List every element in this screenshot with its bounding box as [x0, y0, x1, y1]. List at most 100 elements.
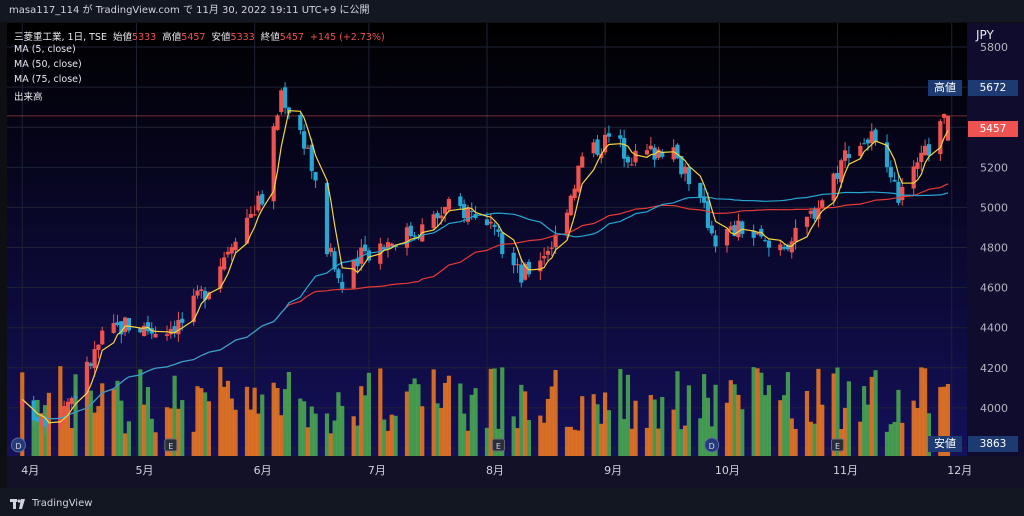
volume-bar [515, 428, 520, 456]
candle-body [732, 225, 737, 237]
candle-body [656, 149, 661, 158]
tradingview-logo[interactable]: TradingView [10, 498, 92, 509]
volume-bar [724, 402, 730, 456]
volume-bar [385, 430, 391, 456]
volume-bar [922, 368, 928, 456]
volume-bar [362, 395, 368, 456]
legend-ma75[interactable]: MA (75, close) [14, 74, 82, 85]
volume-bar [522, 391, 528, 456]
candle-body [332, 251, 337, 270]
y-tick-label: 4800 [980, 242, 1008, 255]
candlestick-chart[interactable]: 3800400042004400460048005000520054005600… [0, 0, 1024, 488]
candle-body [233, 241, 238, 251]
volume-bar [222, 386, 227, 456]
volume-bar [88, 390, 93, 456]
volume-bar [488, 368, 493, 456]
y-tick-label: 5200 [980, 161, 1008, 174]
candle-body [218, 266, 223, 289]
volume-bar [820, 404, 825, 456]
candle-body [892, 179, 897, 182]
legend-close-value: 5457 [279, 32, 304, 43]
candle-body [282, 87, 288, 108]
volume-bar [526, 420, 532, 456]
candle-body [816, 207, 821, 220]
candle-body [46, 424, 52, 427]
candle-body [111, 323, 116, 333]
volume-bar [633, 400, 638, 456]
candle-body [412, 235, 417, 237]
candle-body [271, 126, 276, 202]
tradingview-brand: TradingView [32, 498, 93, 509]
volume-bar [39, 413, 44, 456]
candle-body [359, 247, 364, 264]
x-tick-label: 7月 [368, 464, 386, 477]
candle-body [522, 263, 528, 280]
candle-body [778, 244, 783, 251]
volume-bar [404, 391, 410, 456]
volume-bar [652, 399, 657, 456]
volume-bar [686, 385, 692, 456]
candle-body [869, 131, 874, 144]
candle-body [256, 195, 261, 211]
candle-body [755, 232, 760, 235]
candle-body [488, 221, 493, 224]
volume-bar [896, 389, 901, 456]
event-marker-letter: E [835, 442, 840, 451]
candle-body [69, 398, 74, 405]
volume-bar [892, 421, 897, 456]
candle-body [39, 419, 44, 426]
volume-bar [942, 386, 947, 456]
volume-bar [945, 384, 951, 456]
volume-bar [812, 423, 817, 456]
volume-bar [682, 425, 688, 456]
candle-body [92, 349, 97, 369]
volume-bar [778, 400, 783, 456]
candle-body [351, 259, 356, 289]
candle-body [728, 226, 733, 231]
candle-body [199, 289, 204, 291]
event-marker-letter: D [709, 442, 715, 451]
volume-bar [69, 427, 74, 456]
volume-bar [111, 389, 116, 456]
candle-body [633, 150, 638, 163]
volume-bar [164, 407, 170, 456]
volume-bar [199, 388, 204, 456]
volume-bar [309, 406, 314, 456]
candle-body [606, 133, 612, 137]
candle-body [496, 229, 501, 232]
volume-bar [926, 413, 932, 456]
candle-body [168, 328, 173, 335]
volume-bars [20, 366, 951, 456]
x-tick-label: 6月 [254, 464, 272, 477]
volume-bar [766, 385, 772, 456]
candle-body [926, 144, 932, 156]
volume-bar [328, 433, 333, 456]
volume-bar [305, 427, 311, 456]
candle-body [362, 244, 368, 252]
volume-bar [900, 422, 905, 456]
volume-bar [145, 387, 151, 456]
volume-bar [172, 375, 177, 456]
event-marker-letter: E [496, 442, 501, 451]
volume-bar [248, 409, 253, 456]
candle-body [591, 142, 596, 154]
moving-averages [21, 109, 949, 424]
volume-bar [545, 398, 551, 456]
candle-body [431, 214, 436, 229]
volume-bar [279, 415, 284, 456]
legend-ma5[interactable]: MA (5, close) [14, 44, 76, 55]
volume-bar [206, 401, 212, 456]
candle-body [660, 152, 665, 157]
legend-low-value: 5333 [230, 32, 255, 43]
candle-body [248, 214, 253, 218]
legend-volume[interactable]: 出来高 [14, 92, 43, 103]
candle-body [298, 114, 303, 130]
candle-body [225, 251, 231, 255]
publish-attribution: masa117_114 が TradingView.com で 11月 30, … [0, 0, 1024, 22]
candle-body [229, 247, 234, 254]
legend-ma50[interactable]: MA (50, close) [14, 59, 82, 70]
event-marker-letter: D [15, 442, 21, 451]
event-marker-letter: E [168, 442, 173, 451]
candle-body [945, 115, 951, 141]
candle-body [542, 256, 547, 259]
